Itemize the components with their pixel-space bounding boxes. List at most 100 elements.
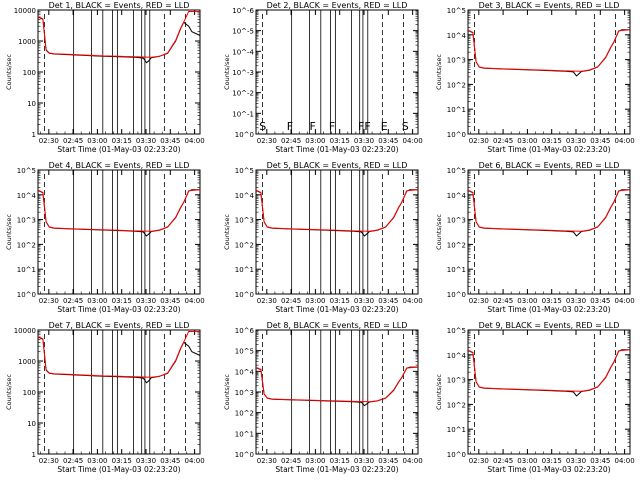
y-tick-label: 10^3 bbox=[447, 57, 466, 65]
y-tick-label: 1 bbox=[32, 451, 36, 459]
x-axis-label: Start Time (01-May-03 02:23:20) bbox=[487, 305, 610, 314]
y-tick-label: 10^5 bbox=[447, 7, 466, 15]
plot-frame bbox=[255, 9, 419, 135]
flag-label: S bbox=[259, 120, 266, 133]
x-tick-label: 03:45 bbox=[590, 137, 610, 145]
x-tick-label: 02:45 bbox=[281, 457, 301, 465]
y-tick-label: 10^3 bbox=[447, 217, 466, 225]
x-tick-label: 02:30 bbox=[39, 137, 59, 145]
x-tick-label: 02:45 bbox=[63, 457, 83, 465]
x-tick-label: 03:30 bbox=[354, 137, 374, 145]
y-axis-label: Counts/sec bbox=[435, 374, 443, 410]
y-tick-label: 10^-4 bbox=[232, 48, 254, 56]
y-tick-label: 10^2 bbox=[235, 410, 254, 418]
plot-frame bbox=[467, 329, 631, 455]
y-tick-label: 10 bbox=[27, 100, 36, 108]
plot-frame bbox=[37, 9, 201, 135]
panel-det-5: Det 5, BLACK = Events, RED = LLD 10^0 10^1… bbox=[223, 161, 423, 314]
x-tick-label: 03:45 bbox=[590, 297, 610, 305]
y-axis-label: Counts/sec bbox=[5, 374, 13, 410]
y-tick-label: 10 bbox=[27, 420, 36, 428]
x-tick-label: 03:00 bbox=[87, 297, 107, 305]
y-tick-label: 10^1 bbox=[235, 266, 254, 274]
y-tick-label: 10^-6 bbox=[232, 7, 254, 15]
y-tick-label: 10^5 bbox=[447, 327, 466, 335]
x-tick-label: 03:15 bbox=[112, 457, 132, 465]
x-tick-label: 02:45 bbox=[493, 297, 513, 305]
y-tick-label: 100 bbox=[23, 389, 36, 397]
x-tick-label: 03:30 bbox=[566, 297, 586, 305]
lld-series-line bbox=[37, 10, 201, 58]
plot-frame bbox=[467, 169, 631, 295]
y-tick-label: 10^0 bbox=[235, 291, 254, 299]
x-tick-label: 03:00 bbox=[87, 457, 107, 465]
panel-det-4: Det 4, BLACK = Events, RED = LLD 10^0 10^1… bbox=[5, 161, 205, 314]
x-tick-label: 04:00 bbox=[615, 297, 635, 305]
panel-det-3: Det 3, BLACK = Events, RED = LLD 10^0 10^1… bbox=[435, 1, 635, 154]
events-series-line bbox=[255, 366, 418, 407]
panel-title: Det 2, BLACK = Events, RED = LLD bbox=[267, 1, 408, 10]
flag-label: S bbox=[402, 120, 409, 133]
x-tick-label: 03:15 bbox=[330, 297, 350, 305]
x-tick-label: 04:00 bbox=[185, 137, 205, 145]
y-tick-label: 1 bbox=[32, 131, 36, 139]
y-axis-label: Counts/sec bbox=[5, 214, 13, 250]
panel-det-6: Det 6, BLACK = Events, RED = LLD 10^0 10^1… bbox=[435, 161, 635, 314]
y-axis-label: Counts/sec bbox=[223, 374, 231, 410]
y-tick-label: 10^-1 bbox=[232, 110, 254, 118]
y-axis-label: Counts/sec bbox=[5, 54, 13, 90]
y-tick-label: 10^5 bbox=[235, 167, 254, 175]
y-tick-label: 10^5 bbox=[447, 167, 466, 175]
panel-det-2: Det 2, BLACK = Events, RED = LLD 10^0 10^-… bbox=[223, 1, 423, 154]
y-tick-label: 10^-5 bbox=[232, 28, 254, 36]
x-tick-label: 03:15 bbox=[330, 137, 350, 145]
x-tick-label: 03:30 bbox=[136, 297, 156, 305]
y-tick-label: 10^0 bbox=[447, 131, 466, 139]
panel-title: Det 6, BLACK = Events, RED = LLD bbox=[479, 161, 620, 170]
y-tick-label: 10^0 bbox=[447, 451, 466, 459]
y-tick-label: 10000 bbox=[14, 327, 36, 335]
plot-frame bbox=[467, 9, 631, 135]
y-tick-label: 10^1 bbox=[447, 106, 466, 114]
y-axis-label: Counts/sec bbox=[223, 214, 231, 250]
x-tick-label: 03:15 bbox=[330, 457, 350, 465]
x-tick-label: 02:45 bbox=[281, 297, 301, 305]
x-axis-label: Start Time (01-May-03 02:23:20) bbox=[487, 465, 610, 474]
panel-title: Det 5, BLACK = Events, RED = LLD bbox=[267, 161, 408, 170]
y-tick-label: 10^4 bbox=[235, 368, 255, 376]
y-tick-label: 10^2 bbox=[17, 241, 36, 249]
events-series-line bbox=[467, 29, 630, 77]
y-tick-label: 10^0 bbox=[447, 291, 466, 299]
y-tick-label: 10^4 bbox=[447, 192, 467, 200]
y-tick-label: 10^4 bbox=[447, 352, 467, 360]
y-tick-label: 10^3 bbox=[447, 377, 466, 385]
y-axis-label: Counts/sec bbox=[435, 214, 443, 250]
y-tick-label: 10^2 bbox=[447, 241, 466, 249]
x-tick-label: 03:45 bbox=[590, 457, 610, 465]
x-tick-label: 04:00 bbox=[185, 457, 205, 465]
flag-label: E bbox=[381, 120, 388, 133]
x-tick-label: 03:00 bbox=[517, 297, 537, 305]
events-series-line bbox=[467, 349, 630, 397]
x-tick-label: 02:45 bbox=[493, 137, 513, 145]
x-tick-label: 03:00 bbox=[305, 137, 325, 145]
y-tick-label: 10^6 bbox=[235, 327, 255, 335]
x-tick-label: 02:30 bbox=[39, 297, 59, 305]
y-tick-label: 10^4 bbox=[447, 32, 467, 40]
panel-title: Det 7, BLACK = Events, RED = LLD bbox=[49, 321, 190, 330]
x-axis-label: Start Time (01-May-03 02:23:20) bbox=[275, 305, 398, 314]
y-tick-label: 10^5 bbox=[235, 348, 254, 356]
y-tick-label: 10^3 bbox=[235, 217, 254, 225]
lld-series-line bbox=[255, 189, 419, 232]
events-series-line bbox=[255, 189, 418, 237]
flag-label: F bbox=[329, 120, 335, 133]
lld-series-line bbox=[37, 189, 201, 232]
x-tick-label: 02:30 bbox=[257, 297, 277, 305]
y-tick-label: 10^2 bbox=[447, 401, 466, 409]
y-tick-label: 1000 bbox=[18, 38, 36, 46]
panel-det-9: Det 9, BLACK = Events, RED = LLD 10^0 10^1… bbox=[435, 321, 635, 474]
x-tick-label: 03:30 bbox=[136, 457, 156, 465]
x-axis-label: Start Time (01-May-03 02:23:20) bbox=[57, 465, 180, 474]
lld-series-line bbox=[467, 29, 631, 72]
